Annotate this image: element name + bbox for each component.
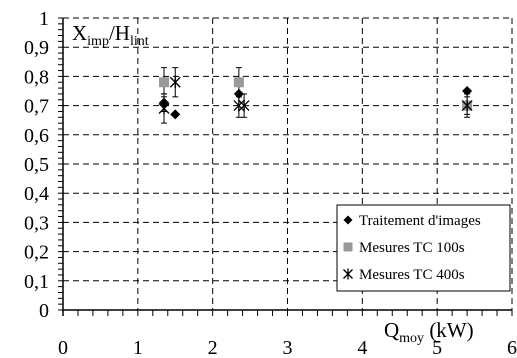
point-diamond xyxy=(462,86,473,96)
y-tick-label: 0,4 xyxy=(24,183,49,205)
y-tick-label: 0,2 xyxy=(24,242,49,264)
x-tick-label: 4 xyxy=(357,337,367,358)
y-tick-label: 0,3 xyxy=(24,212,49,234)
y-tick-label: 0,9 xyxy=(24,37,49,59)
point-star xyxy=(233,99,245,112)
x-axis-label-unit: (kW) xyxy=(424,318,474,342)
y-tick-label: 0 xyxy=(39,300,49,322)
marks xyxy=(158,67,473,124)
point-square xyxy=(159,77,170,88)
legend-box xyxy=(336,204,511,292)
point-diamond xyxy=(159,97,170,108)
point-diamond xyxy=(170,109,181,120)
legend-label: Mesures TC 100s xyxy=(359,240,465,256)
y-tick-label: 0,7 xyxy=(24,96,49,118)
x-axis-label-text: Qmoy (kW) xyxy=(384,318,474,346)
point-star xyxy=(169,76,181,89)
x-tick-label: 6 xyxy=(507,337,517,358)
x-axis-label-sub: moy xyxy=(399,331,424,346)
y-tick-label: 1 xyxy=(39,8,49,30)
x-axis-label-main: Q xyxy=(384,318,399,342)
grid xyxy=(63,17,513,310)
y-tick-label: 0,1 xyxy=(24,271,49,293)
legend-label: Traitement d'images xyxy=(359,213,481,229)
y-axis-label-sub2: lint xyxy=(130,34,149,49)
point-star xyxy=(238,99,250,112)
point-square xyxy=(233,77,244,88)
point-star xyxy=(461,99,473,112)
y-axis-label-sep: /H xyxy=(109,21,130,45)
x-tick-label: 2 xyxy=(208,337,218,358)
point-diamond xyxy=(233,88,244,99)
x-axis-label: Qmoy (kW) xyxy=(384,318,474,346)
x-tick-label: 5 xyxy=(432,337,442,358)
y-axis-label-text: Ximp/Hlint xyxy=(72,21,149,49)
y-axis-label-main: X xyxy=(72,21,87,45)
legend: Traitement d'images Mesures TC 100s Mesure… xyxy=(336,204,511,292)
y-tick-label: 0,5 xyxy=(24,154,49,176)
legend-marker-diamond xyxy=(343,215,353,225)
y-tick-label: 0,6 xyxy=(24,125,49,147)
ticks: 0 1 2 3 4 5 6 0 0,1 0,2 0,3 0,4 0,5 0,6 0,7 0,8 0,9 1 xyxy=(24,8,517,358)
x-tick-label: 3 xyxy=(283,337,293,358)
y-axis-label-sub1: imp xyxy=(87,34,109,49)
legend-marker-star xyxy=(343,268,353,280)
legend-label: Mesures TC 400s xyxy=(359,267,465,283)
y-axis-label: Ximp/Hlint xyxy=(72,21,149,49)
y-tick-label: 0,8 xyxy=(24,66,49,88)
x-tick-label: 0 xyxy=(58,337,68,358)
x-tick-label: 1 xyxy=(133,337,143,358)
legend-marker-square xyxy=(343,242,353,252)
